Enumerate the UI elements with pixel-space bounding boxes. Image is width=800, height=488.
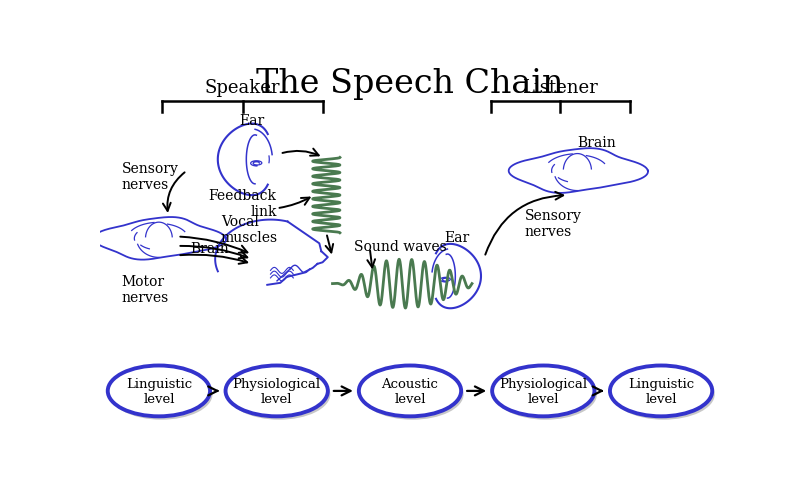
Text: Linguistic
level: Linguistic level <box>628 377 694 405</box>
Text: Brain: Brain <box>190 242 229 255</box>
Text: Sensory
nerves: Sensory nerves <box>122 162 178 192</box>
Text: Listener: Listener <box>522 80 598 97</box>
Ellipse shape <box>228 369 330 420</box>
Text: Brain: Brain <box>578 136 616 150</box>
Text: Ear: Ear <box>239 114 265 128</box>
Text: Physiological
level: Physiological level <box>233 377 321 405</box>
Text: Motor
nerves: Motor nerves <box>122 275 169 305</box>
Text: Feedback
link: Feedback link <box>209 188 277 218</box>
Ellipse shape <box>494 369 597 420</box>
Ellipse shape <box>108 366 210 416</box>
Text: Sound waves: Sound waves <box>354 240 447 253</box>
Text: Speaker: Speaker <box>205 80 280 97</box>
Text: The Speech Chain: The Speech Chain <box>256 68 564 100</box>
Text: Ear: Ear <box>444 231 469 244</box>
Ellipse shape <box>359 366 461 416</box>
Ellipse shape <box>110 369 213 420</box>
Ellipse shape <box>492 366 594 416</box>
Ellipse shape <box>226 366 328 416</box>
Text: Physiological
level: Physiological level <box>499 377 587 405</box>
Ellipse shape <box>610 366 712 416</box>
Text: Acoustic
level: Acoustic level <box>382 377 438 405</box>
Text: Sensory
nerves: Sensory nerves <box>525 209 582 239</box>
Ellipse shape <box>362 369 464 420</box>
Ellipse shape <box>613 369 714 420</box>
Text: Linguistic
level: Linguistic level <box>126 377 192 405</box>
Text: Vocal
muscles: Vocal muscles <box>221 214 278 244</box>
